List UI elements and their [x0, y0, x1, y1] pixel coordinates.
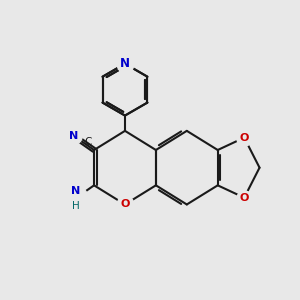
- Text: N: N: [120, 57, 130, 70]
- Text: O: O: [239, 133, 249, 142]
- Text: H: H: [72, 201, 80, 211]
- Text: C: C: [84, 137, 92, 147]
- Text: N: N: [71, 186, 81, 196]
- Text: N: N: [69, 130, 78, 141]
- Text: O: O: [239, 193, 249, 203]
- Text: N: N: [120, 59, 130, 69]
- Text: O: O: [120, 200, 130, 209]
